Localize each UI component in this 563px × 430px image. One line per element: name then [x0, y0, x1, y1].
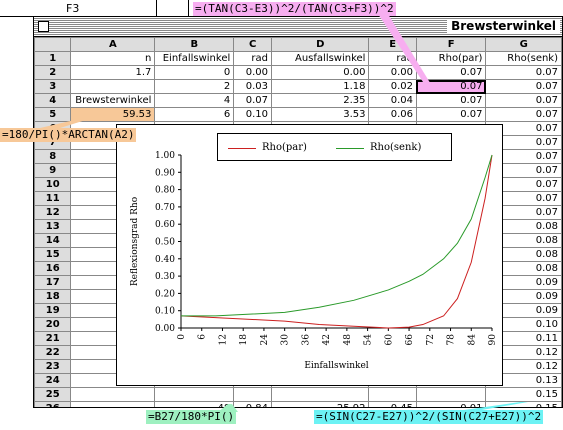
cell-f26[interactable]: 0.01	[415, 401, 487, 407]
row-header[interactable]: 1	[34, 51, 72, 66]
legend-label-senk: Rho(senk)	[370, 142, 422, 153]
x-tick-label: 6	[198, 334, 208, 340]
y-tick-label: 0.20	[155, 289, 175, 299]
row-header[interactable]: 21	[34, 331, 72, 346]
row-header[interactable]: 12	[34, 205, 72, 220]
legend-label-par: Rho(par)	[262, 142, 307, 153]
y-tick-label: 0.10	[155, 307, 175, 317]
x-tick-label: 72	[426, 334, 436, 345]
x-tick-label: 60	[384, 334, 394, 346]
chart[interactable]: Rho(par) Rho(senk) 0.00 0.10 0.20 0.30 0.40 0…	[116, 124, 503, 386]
cell-reference[interactable]: F3	[0, 0, 157, 17]
table-row: 26480.8425.920.450.010.15	[34, 401, 562, 407]
column-header-row: A B C D E F G	[34, 37, 562, 52]
y-tick-label: 0.60	[155, 220, 175, 230]
cell-b2[interactable]: 0	[154, 65, 235, 80]
formula-divider	[157, 0, 189, 17]
column-header[interactable]: A	[70, 37, 156, 52]
row-header[interactable]: 8	[34, 149, 72, 164]
table-row: 3 2 0.03 1.18 0.02 0.07 0.07	[34, 79, 562, 94]
table-row: 1 n Einfallswinkel rad Ausfallswinkel rad Rho(…	[34, 51, 562, 66]
row-header[interactable]: 19	[34, 303, 72, 318]
x-tick-label: 30	[281, 334, 291, 346]
cell-a26[interactable]	[70, 401, 156, 407]
cell-f3[interactable]: 0.07	[415, 79, 487, 94]
arrow-g27	[450, 402, 528, 412]
legend-line-senk	[336, 148, 364, 149]
select-all-corner[interactable]	[34, 37, 72, 52]
callout-f3-formula: =(TAN(C3-E3))^2/(TAN(C3+F3))^2	[193, 2, 396, 16]
cell-a5[interactable]: 59.53	[70, 107, 156, 122]
y-tick-label: 0.00	[155, 324, 175, 334]
table-row: 2 1.7 0 0.00 0.00 0.00 0.07 0.07	[34, 65, 562, 80]
x-tick-label: 24	[260, 334, 270, 346]
table-row: 25 0.15	[34, 387, 562, 402]
cell-b26[interactable]: 48	[154, 401, 235, 407]
x-tick-label: 78	[447, 334, 457, 346]
x-tick-label: 84	[467, 334, 477, 346]
y-tick-label: 0.40	[155, 255, 175, 265]
row-header[interactable]: 22	[34, 345, 72, 360]
row-header[interactable]: 3	[34, 79, 72, 94]
row-header[interactable]: 2	[34, 65, 72, 80]
row-header[interactable]: 26	[34, 401, 72, 407]
column-header[interactable]: D	[271, 37, 370, 52]
x-tick-label: 90	[488, 334, 498, 346]
chart-legend: Rho(par) Rho(senk)	[217, 133, 452, 161]
x-tick-label: 42	[322, 334, 332, 345]
x-tick-label: 0	[177, 334, 187, 340]
row-header[interactable]: 4	[34, 93, 72, 108]
row-header[interactable]: 24	[34, 373, 72, 388]
callout-a5-formula: =180/PI()*ARCTAN(A2)	[0, 128, 137, 142]
y-tick-label: 0.50	[155, 238, 175, 248]
row-header[interactable]: 23	[34, 359, 72, 374]
arrow-f3	[378, 14, 432, 88]
x-tick-label: 66	[405, 334, 415, 346]
table-row: 5 59.53 6 0.10 3.53 0.06 0.07 0.07	[34, 107, 562, 122]
row-header[interactable]: 11	[34, 191, 72, 206]
row-header[interactable]: 18	[34, 289, 72, 304]
table-row: 4 Brewsterwinkel 4 0.07 2.35 0.04 0.07 0.07	[34, 93, 562, 108]
series-line-par	[180, 154, 493, 329]
column-header[interactable]: G	[485, 37, 562, 52]
x-tick-label: 12	[218, 334, 228, 345]
y-tick-label: 1.00	[155, 151, 175, 161]
y-tick-label: 0.80	[155, 186, 175, 196]
x-tick-label: 48	[343, 334, 353, 346]
chart-plot: 0.00 0.10 0.20 0.30 0.40 0.50 0.60 0.70 0.80 0.90…	[130, 151, 498, 371]
x-tick-label: 18	[239, 334, 249, 346]
x-axis-label: Einfallswinkel	[304, 361, 368, 371]
callout-c27-formula: =B27/180*PI()	[146, 410, 237, 424]
y-tick-label: 0.30	[155, 272, 175, 282]
title-bar[interactable]: Brewsterwinkel	[34, 17, 562, 37]
row-header[interactable]: 17	[34, 275, 72, 290]
column-header[interactable]: B	[154, 37, 235, 52]
y-tick-label: 0.70	[155, 203, 175, 213]
row-header[interactable]: 25	[34, 387, 72, 402]
series-line-senk	[181, 154, 493, 317]
y-tick-label: 0.90	[155, 168, 175, 178]
row-header[interactable]: 5	[34, 107, 72, 122]
x-tick-label: 54	[364, 334, 374, 346]
callout-g27-formula: =(SIN(C27-E27))^2/(SIN(C27+E27))^2	[314, 410, 544, 424]
cell-d26[interactable]: 25.92	[271, 401, 370, 407]
y-axis-label: Reflexionsgrad Rho	[130, 197, 140, 286]
close-box-icon[interactable]	[38, 21, 49, 32]
arrow-c27	[218, 404, 238, 412]
window-title: Brewsterwinkel	[447, 19, 560, 33]
arrow-a5	[40, 110, 118, 128]
row-header[interactable]: 14	[34, 233, 72, 248]
x-tick-label: 36	[301, 334, 311, 346]
row-header[interactable]: 10	[34, 177, 72, 192]
legend-line-par	[228, 148, 256, 149]
cell-f1[interactable]: Rho(par)	[415, 51, 487, 66]
